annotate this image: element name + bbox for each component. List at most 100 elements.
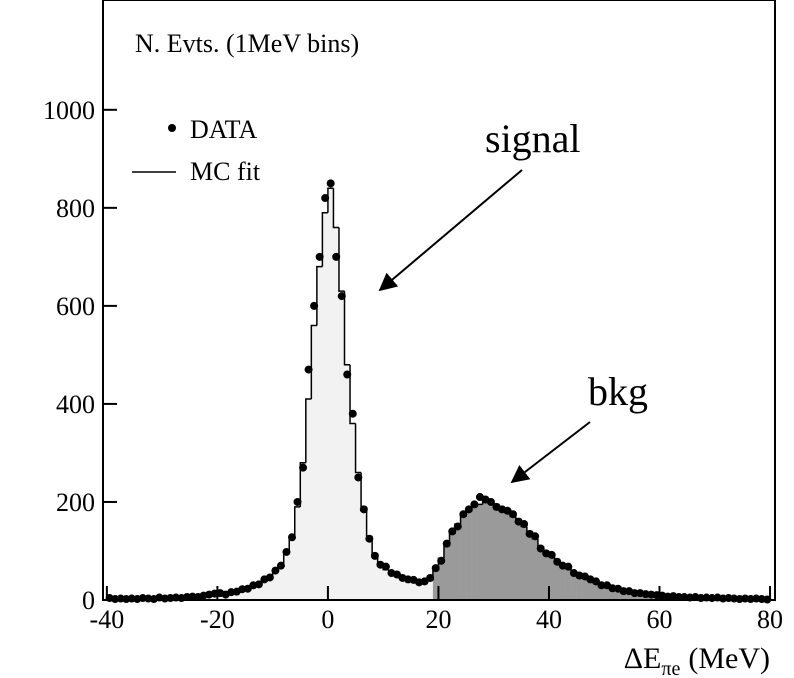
step-line bbox=[266, 575, 273, 581]
step-line bbox=[271, 570, 279, 577]
bar-fill bbox=[245, 588, 251, 600]
step-line bbox=[515, 516, 522, 520]
step-line bbox=[432, 569, 439, 581]
bar-fill bbox=[421, 582, 428, 600]
x-axis-label-unit: (MeV) bbox=[688, 642, 770, 675]
bar-fill bbox=[338, 291, 345, 600]
step-line bbox=[393, 573, 400, 577]
data-point bbox=[299, 463, 308, 472]
step-line bbox=[294, 506, 301, 537]
data-point bbox=[348, 409, 357, 418]
bar-fill bbox=[278, 564, 285, 600]
y-tick-label: 0 bbox=[82, 586, 95, 615]
y-tick-label: 400 bbox=[56, 390, 95, 419]
bar-fill bbox=[548, 555, 555, 600]
step-line bbox=[609, 586, 616, 589]
bar-fill bbox=[316, 266, 323, 600]
annotation-arrow bbox=[510, 421, 591, 484]
step-line bbox=[531, 531, 538, 540]
step-line bbox=[238, 589, 246, 592]
step-line bbox=[349, 364, 356, 425]
bar-fill bbox=[488, 501, 495, 600]
data-point bbox=[343, 370, 352, 379]
step-line bbox=[537, 538, 544, 547]
step-line bbox=[282, 552, 290, 565]
step-line bbox=[620, 589, 627, 591]
legend-marker bbox=[168, 124, 176, 132]
step-line bbox=[288, 535, 295, 554]
bar-fill bbox=[267, 576, 273, 600]
bar-fill bbox=[532, 538, 539, 600]
step-line bbox=[338, 227, 345, 292]
y-tick-label: 600 bbox=[56, 292, 95, 321]
bar-fill bbox=[372, 553, 378, 600]
data-point bbox=[553, 557, 562, 566]
step-line bbox=[365, 506, 373, 538]
bar-fill bbox=[565, 568, 572, 600]
bar-fill bbox=[443, 546, 450, 600]
x-tick-label: -40 bbox=[90, 605, 125, 634]
step-line bbox=[597, 582, 605, 586]
step-line bbox=[504, 506, 511, 513]
step-line bbox=[520, 519, 527, 528]
bar-fill bbox=[609, 587, 616, 600]
bar-fill bbox=[383, 569, 390, 600]
bar-fill bbox=[560, 564, 566, 600]
bar-fill bbox=[361, 506, 367, 600]
bar-fill bbox=[504, 511, 511, 600]
plot-frame bbox=[102, 0, 776, 601]
step-line bbox=[559, 560, 566, 566]
step-line bbox=[255, 583, 262, 587]
bar-fill bbox=[394, 575, 401, 600]
data-point bbox=[597, 581, 606, 590]
step-line bbox=[526, 526, 533, 533]
bar-fill bbox=[294, 506, 301, 600]
step-line bbox=[454, 523, 461, 534]
data-point bbox=[288, 533, 296, 542]
step-line bbox=[636, 592, 643, 595]
step-line bbox=[382, 563, 389, 571]
step-line bbox=[642, 593, 649, 596]
step-line bbox=[415, 580, 422, 583]
bar-fill bbox=[344, 364, 351, 600]
bar-fill bbox=[438, 558, 445, 600]
bar-fill bbox=[554, 560, 561, 600]
step-line bbox=[354, 423, 362, 474]
bar-fill bbox=[399, 576, 406, 600]
step-line bbox=[421, 581, 428, 584]
step-line bbox=[581, 574, 588, 579]
x-axis-label: ΔEπe (MeV) bbox=[624, 642, 770, 678]
step-line bbox=[492, 501, 500, 506]
step-line bbox=[343, 291, 351, 366]
data-point bbox=[354, 473, 363, 482]
bar-fill bbox=[571, 571, 577, 600]
step-line bbox=[470, 506, 478, 512]
bar-fill bbox=[582, 577, 588, 600]
bar-fill bbox=[466, 511, 472, 600]
bar-fill bbox=[272, 571, 279, 600]
data-point bbox=[332, 252, 341, 261]
step-line bbox=[448, 533, 456, 547]
y-tick-label: 200 bbox=[56, 488, 95, 517]
plot-area bbox=[105, 179, 772, 604]
bar-fill bbox=[471, 506, 478, 600]
step-line bbox=[244, 587, 251, 591]
step-line bbox=[249, 585, 257, 589]
bar-fill bbox=[427, 580, 434, 600]
bar-fill bbox=[587, 580, 594, 600]
data-point bbox=[265, 573, 274, 582]
step-line bbox=[548, 550, 555, 557]
step-line bbox=[277, 563, 284, 572]
bar-fill bbox=[493, 504, 500, 600]
bar-fill bbox=[615, 589, 622, 600]
data-point bbox=[293, 497, 302, 506]
bar-fill bbox=[283, 553, 290, 600]
bar-fill bbox=[333, 227, 340, 600]
x-tick-label: -20 bbox=[200, 605, 235, 634]
bar-fill bbox=[482, 501, 489, 600]
step-line bbox=[437, 557, 444, 571]
step-line bbox=[321, 211, 328, 267]
bar-fill bbox=[510, 516, 517, 600]
step-line bbox=[476, 503, 483, 507]
